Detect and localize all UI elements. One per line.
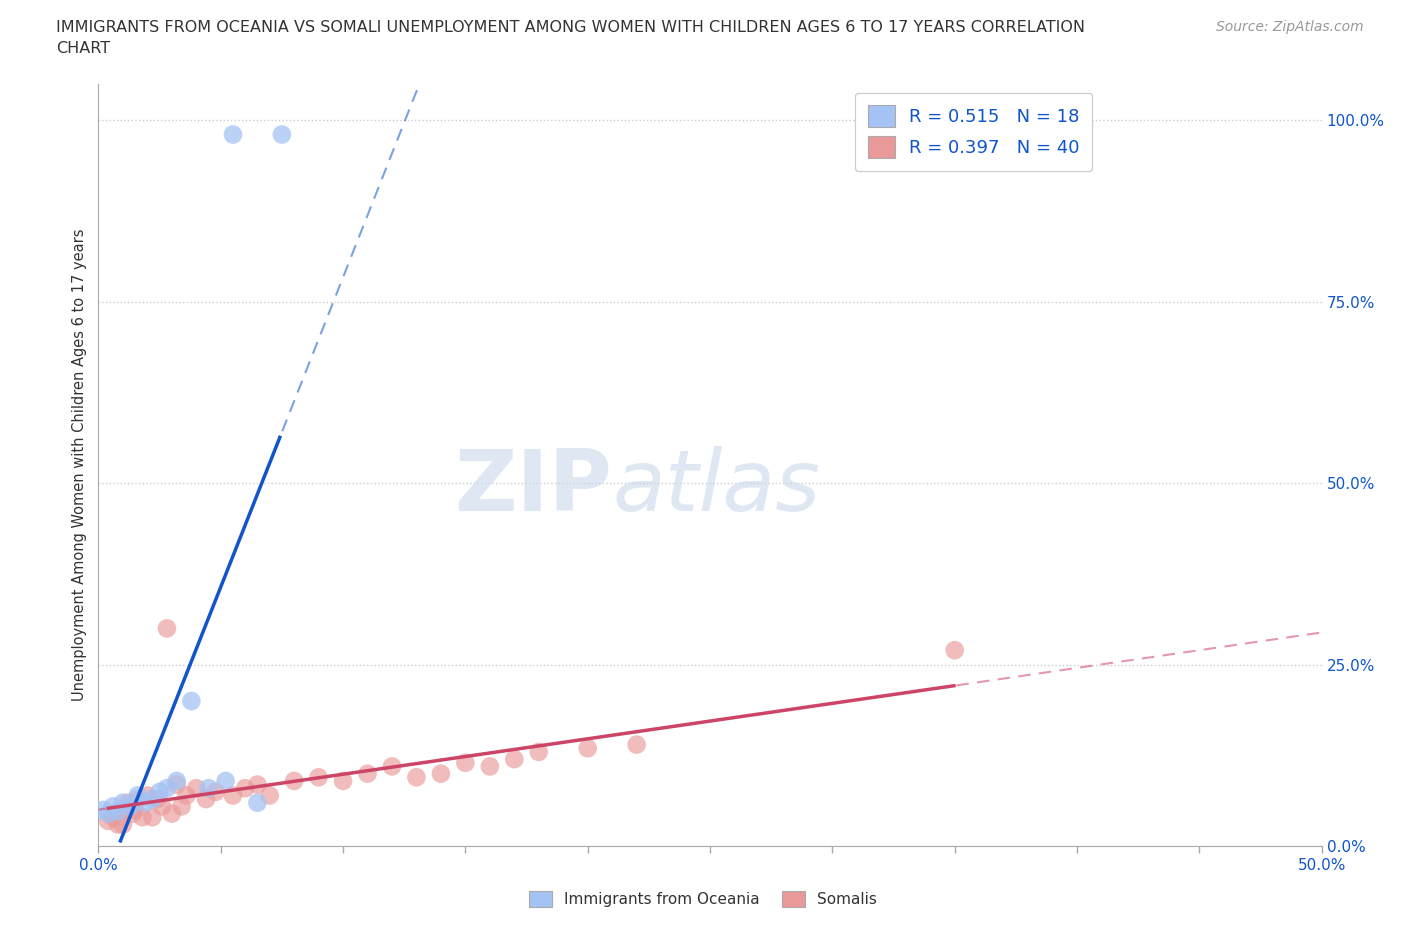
Point bbox=[150, 799, 173, 814]
Point bbox=[430, 766, 453, 781]
Point bbox=[124, 803, 146, 817]
Legend: R = 0.515   N = 18, R = 0.397   N = 40: R = 0.515 N = 18, R = 0.397 N = 40 bbox=[855, 93, 1092, 171]
Y-axis label: Unemployment Among Women with Children Ages 6 to 17 years: Unemployment Among Women with Children A… bbox=[72, 229, 87, 701]
Point bbox=[454, 755, 477, 770]
Point bbox=[117, 795, 139, 810]
Point bbox=[136, 788, 159, 803]
Point bbox=[149, 784, 172, 799]
Point bbox=[527, 744, 550, 759]
Point bbox=[111, 795, 134, 810]
Point bbox=[156, 781, 179, 796]
Point bbox=[111, 803, 134, 817]
Point bbox=[127, 788, 149, 803]
Point bbox=[107, 804, 129, 819]
Point bbox=[186, 781, 208, 796]
Point bbox=[127, 791, 149, 806]
Text: Source: ZipAtlas.com: Source: ZipAtlas.com bbox=[1216, 20, 1364, 34]
Point bbox=[214, 774, 236, 789]
Point bbox=[943, 643, 966, 658]
Point bbox=[222, 788, 245, 803]
Point bbox=[283, 774, 305, 789]
Point bbox=[170, 799, 193, 814]
Point bbox=[176, 788, 198, 803]
Text: atlas: atlas bbox=[612, 446, 820, 529]
Point bbox=[141, 791, 163, 806]
Point bbox=[405, 770, 427, 785]
Point bbox=[356, 766, 378, 781]
Text: CHART: CHART bbox=[56, 41, 110, 56]
Point bbox=[626, 737, 648, 752]
Point bbox=[222, 127, 245, 142]
Point bbox=[503, 751, 526, 766]
Point bbox=[134, 795, 156, 810]
Point bbox=[259, 788, 281, 803]
Point bbox=[101, 810, 124, 825]
Point bbox=[246, 777, 269, 792]
Point bbox=[246, 795, 269, 810]
Point bbox=[120, 799, 142, 814]
Point bbox=[166, 777, 188, 792]
Point bbox=[107, 817, 129, 832]
Point bbox=[381, 759, 404, 774]
Point bbox=[111, 817, 134, 832]
Point bbox=[97, 806, 120, 821]
Text: IMMIGRANTS FROM OCEANIA VS SOMALI UNEMPLOYMENT AMONG WOMEN WITH CHILDREN AGES 6 : IMMIGRANTS FROM OCEANIA VS SOMALI UNEMPL… bbox=[56, 20, 1085, 35]
Point bbox=[160, 806, 183, 821]
Point bbox=[205, 784, 228, 799]
Point bbox=[270, 127, 294, 142]
Point bbox=[121, 806, 143, 821]
Point bbox=[141, 810, 163, 825]
Point bbox=[91, 803, 114, 817]
Point bbox=[166, 774, 188, 789]
Point bbox=[97, 814, 120, 829]
Point bbox=[478, 759, 501, 774]
Point bbox=[146, 791, 169, 806]
Point bbox=[233, 781, 256, 796]
Point bbox=[180, 694, 202, 709]
Text: ZIP: ZIP bbox=[454, 446, 612, 529]
Point bbox=[101, 799, 124, 814]
Point bbox=[197, 781, 219, 796]
Point bbox=[195, 791, 218, 806]
Legend: Immigrants from Oceania, Somalis: Immigrants from Oceania, Somalis bbox=[523, 884, 883, 913]
Point bbox=[576, 741, 599, 756]
Point bbox=[131, 810, 153, 825]
Point bbox=[332, 774, 354, 789]
Point bbox=[156, 621, 179, 636]
Point bbox=[308, 770, 330, 785]
